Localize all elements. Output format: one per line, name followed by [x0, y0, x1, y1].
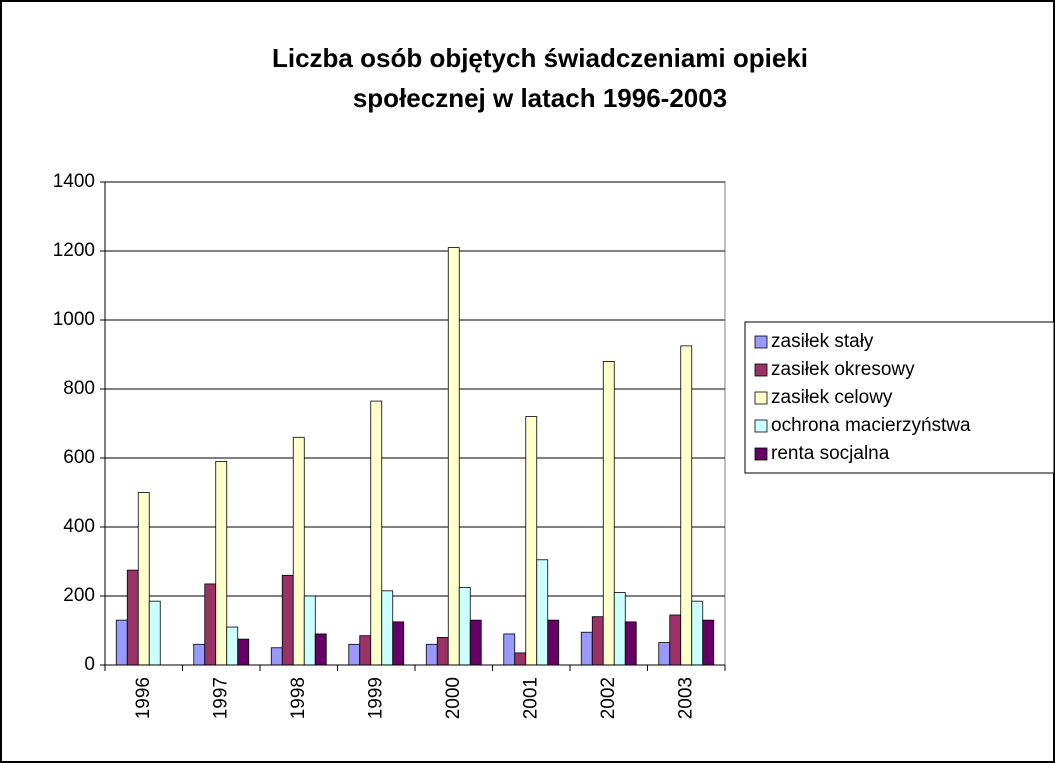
x-tick-label: 1998	[288, 677, 309, 719]
x-tick-label: 2001	[520, 677, 541, 719]
legend-label: renta socjalna	[771, 443, 890, 464]
legend-label: ochrona macierzyństwa	[771, 415, 971, 436]
bar	[536, 559, 549, 666]
bar	[514, 652, 527, 666]
bar	[425, 643, 438, 666]
y-tick-label: 0	[84, 654, 95, 675]
bar	[602, 360, 615, 666]
legend-swatch	[754, 363, 768, 377]
y-tick-label: 200	[63, 585, 95, 606]
bar	[148, 600, 161, 666]
bar	[137, 492, 150, 666]
bar	[469, 619, 482, 666]
bar	[525, 416, 538, 666]
x-tick-label: 2000	[443, 677, 464, 719]
bar	[669, 614, 682, 666]
x-tick-label: 2002	[598, 677, 619, 719]
bar	[115, 619, 128, 666]
bar	[580, 631, 593, 666]
bar	[680, 345, 693, 666]
x-tick-label: 1999	[365, 677, 386, 719]
x-tick-label: 1997	[210, 677, 231, 719]
legend-label: zasiłek okresowy	[771, 359, 915, 380]
y-tick-label: 400	[63, 516, 95, 537]
bar	[215, 461, 228, 666]
legend-label: zasiłek celowy	[771, 387, 893, 408]
chart-title: Liczba osób objętych świadczeniami opiek…	[272, 43, 808, 73]
legend-swatch	[754, 391, 768, 405]
bar	[126, 569, 139, 666]
bar	[503, 633, 516, 666]
bar	[591, 616, 604, 666]
bar	[436, 637, 449, 666]
bar	[270, 647, 283, 666]
legend-swatch	[754, 419, 768, 433]
plot-area	[104, 181, 726, 666]
bar	[447, 247, 460, 666]
y-tick-label: 1400	[53, 171, 95, 192]
bar	[193, 643, 206, 666]
bar	[547, 619, 560, 666]
bar	[348, 643, 361, 666]
y-tick-label: 1200	[53, 240, 95, 261]
legend-swatch	[754, 335, 768, 349]
x-tick-label: 1996	[133, 677, 154, 719]
bar	[292, 436, 305, 666]
bar	[702, 619, 715, 666]
x-tick-label: 2003	[675, 677, 696, 719]
legend-box	[744, 321, 1055, 474]
bar	[226, 626, 239, 666]
bar	[204, 583, 217, 666]
bar	[458, 586, 471, 666]
bar	[281, 574, 294, 666]
bar	[691, 600, 704, 666]
bar	[359, 635, 372, 666]
bar	[658, 642, 671, 666]
legend-label: zasiłek stały	[771, 331, 874, 352]
bar	[624, 621, 637, 666]
bar	[613, 592, 626, 666]
legend-swatch	[754, 447, 768, 461]
y-tick-label: 600	[63, 447, 95, 468]
bar	[381, 590, 394, 666]
bar	[314, 633, 327, 666]
bar	[303, 595, 316, 666]
chart-title: społecznej w latach 1996-2003	[353, 83, 727, 113]
bar	[237, 638, 250, 666]
bar	[370, 400, 383, 666]
y-tick-label: 800	[63, 378, 95, 399]
bar	[392, 621, 405, 666]
y-tick-label: 1000	[53, 309, 95, 330]
